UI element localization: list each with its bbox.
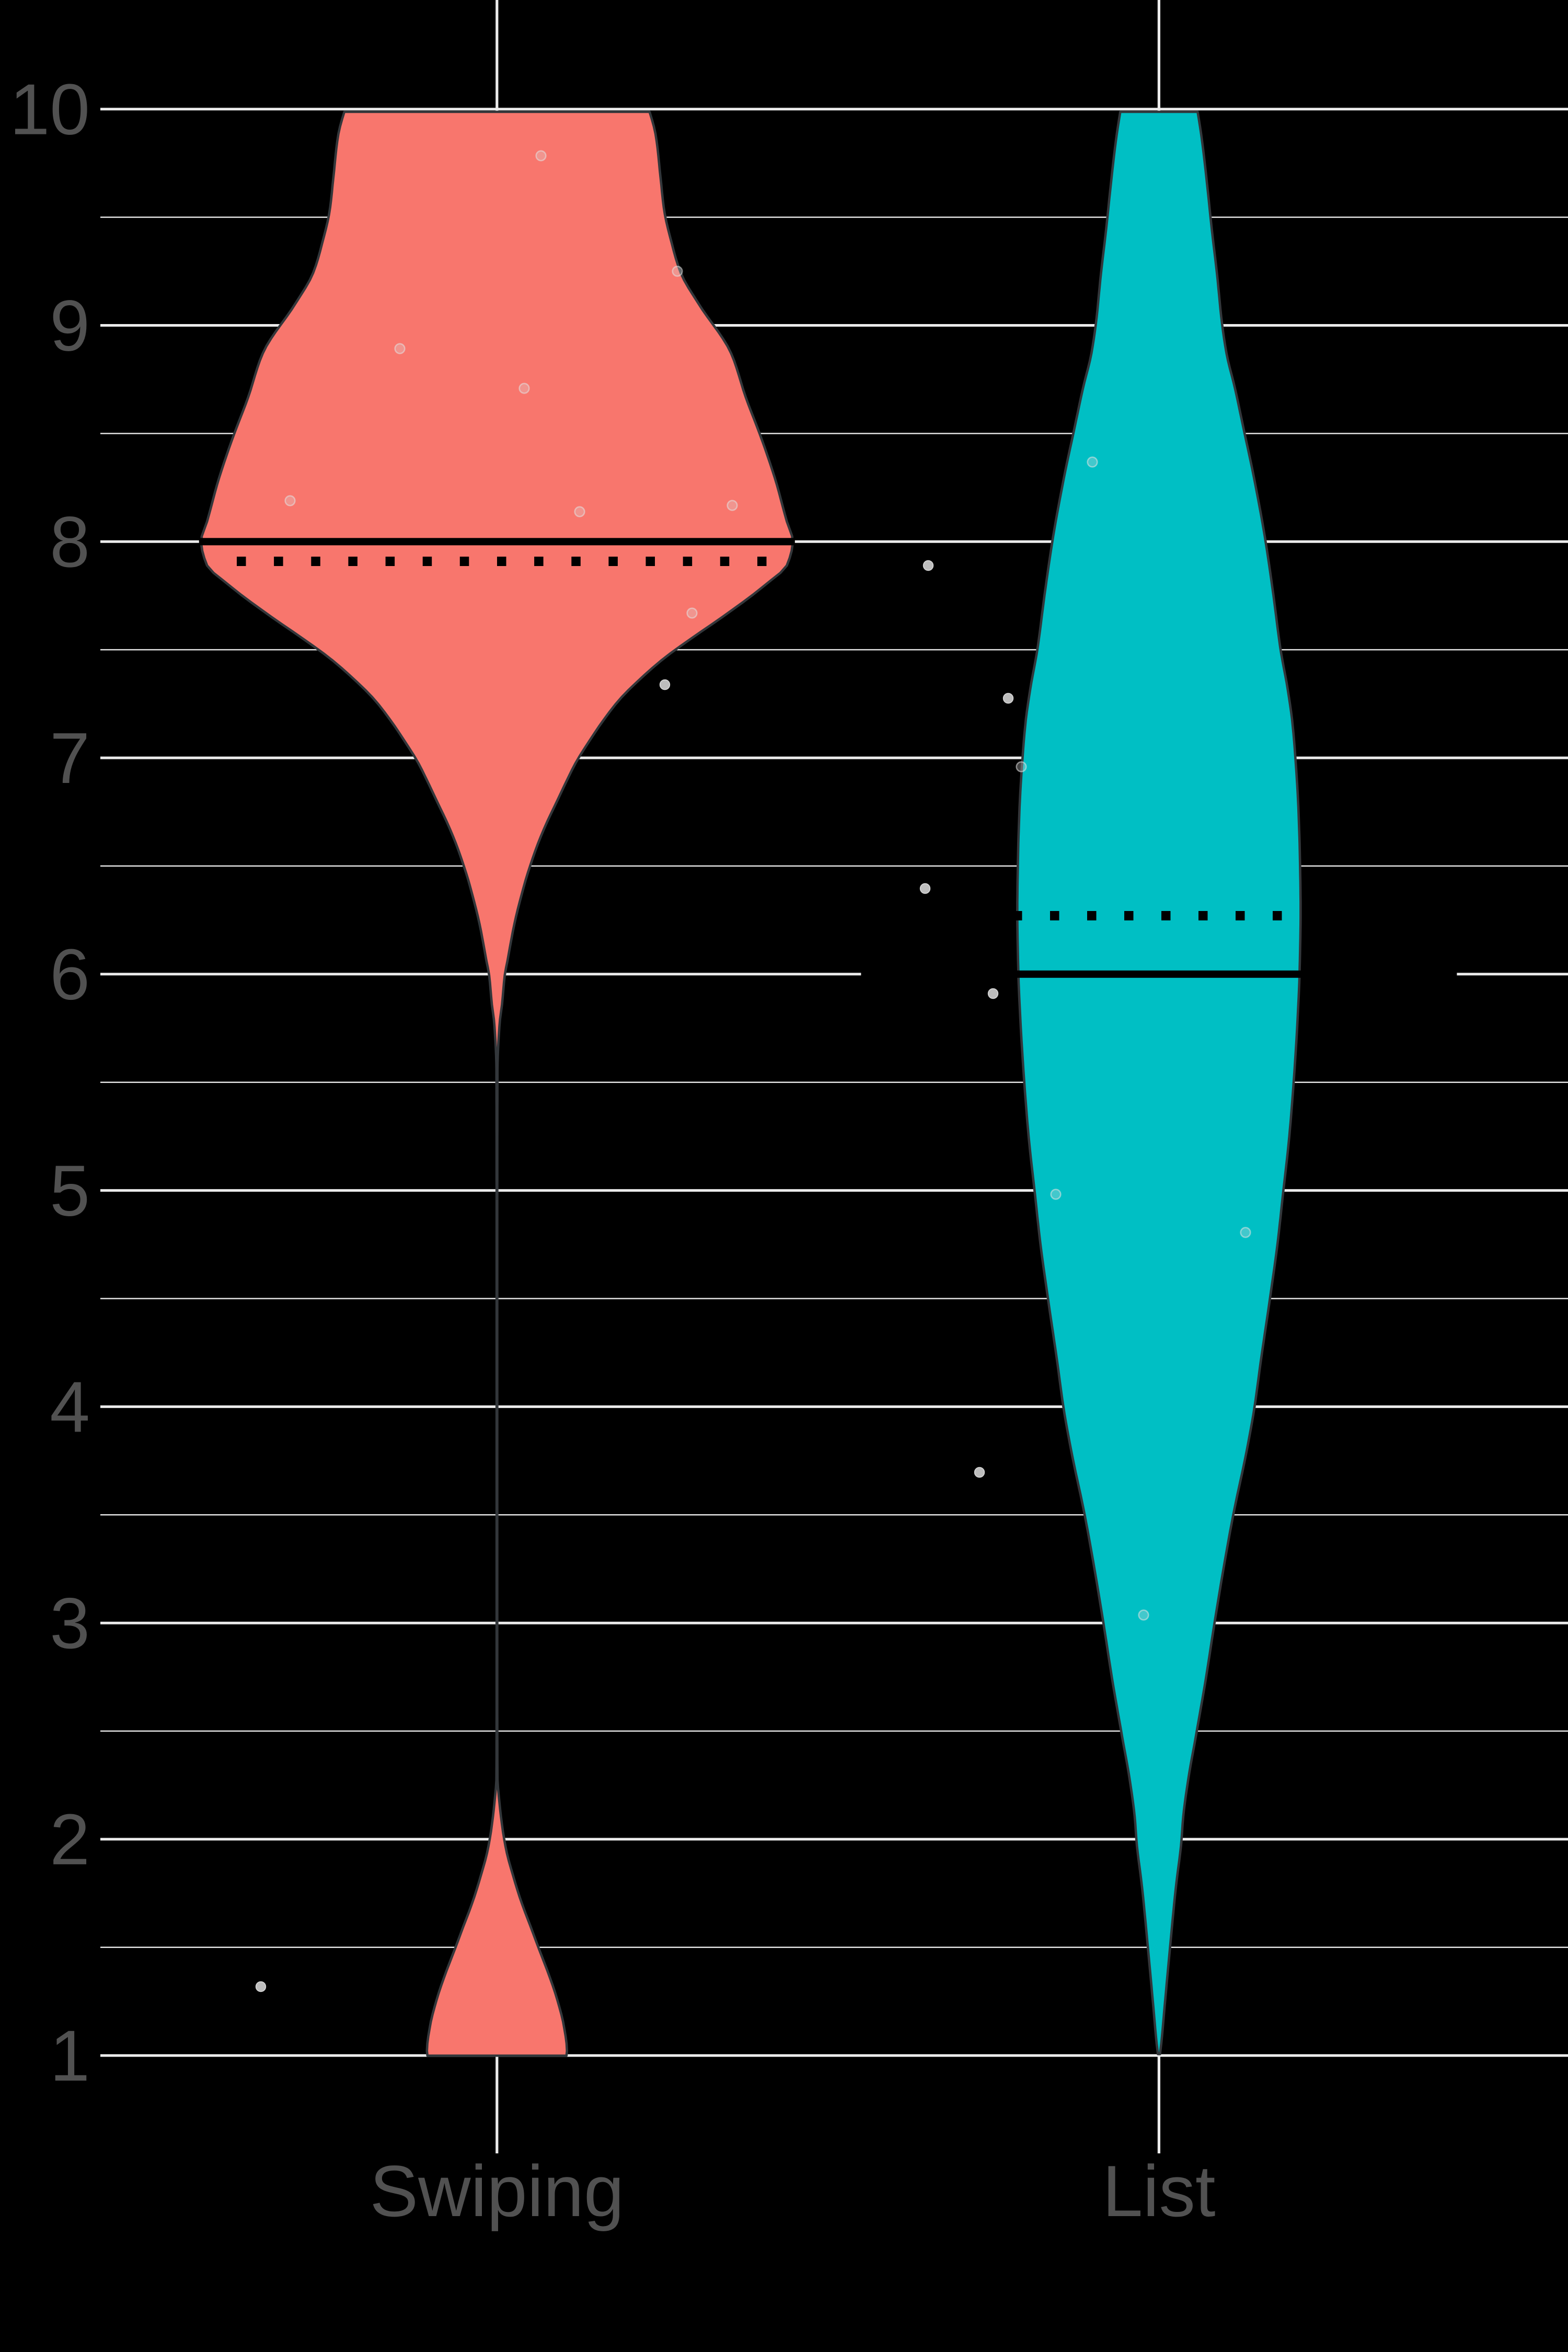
- svg-text:6: 6: [50, 935, 90, 1015]
- svg-text:3: 3: [50, 1583, 90, 1664]
- svg-text:4: 4: [50, 1367, 90, 1447]
- svg-text:1: 1: [50, 2016, 90, 2096]
- svg-text:2: 2: [50, 1800, 90, 1880]
- svg-text:7: 7: [50, 718, 90, 799]
- svg-text:9: 9: [50, 286, 90, 366]
- svg-text:10: 10: [10, 70, 90, 150]
- svg-text:Swiping: Swiping: [370, 2151, 624, 2232]
- svg-text:8: 8: [50, 502, 90, 582]
- svg-text:5: 5: [50, 1151, 90, 1231]
- svg-text:List: List: [1102, 2151, 1215, 2232]
